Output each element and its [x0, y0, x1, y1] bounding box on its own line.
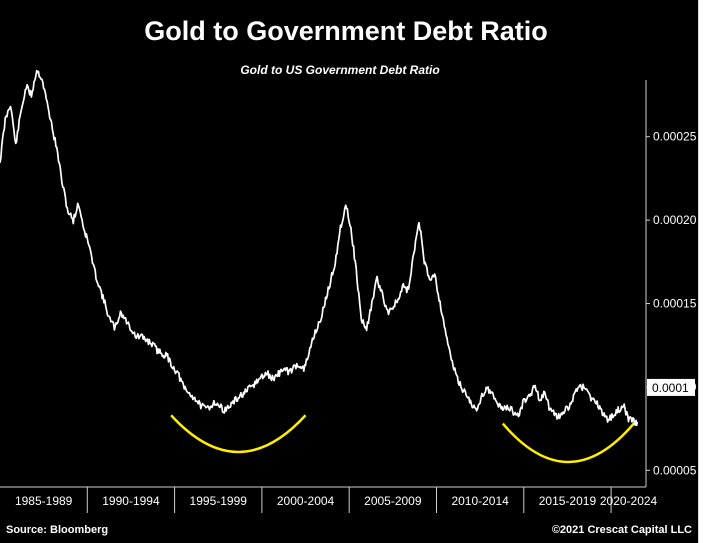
highlight-arc-2 — [501, 422, 635, 464]
x-tick-label: 2005-2009 — [364, 494, 422, 508]
y-tick-label: 0.00020 — [653, 213, 697, 227]
last-value-box — [647, 378, 695, 396]
x-tick-label: 2000-2004 — [277, 494, 335, 508]
chart-title: Gold to Government Debt Ratio — [144, 16, 548, 46]
series-line-1 — [0, 69, 639, 427]
highlight-arc-1 — [170, 414, 307, 454]
last-value-label: 0.0001 — [652, 381, 689, 395]
axes: 0.000050.000100.000150.000200.000250.000… — [0, 80, 697, 513]
y-tick-label: 0.00025 — [653, 130, 697, 144]
x-tick-label: 2015-2019 — [539, 494, 597, 508]
x-tick-label: 2020-2024 — [600, 494, 658, 508]
y-tick-label: 0.00015 — [653, 297, 697, 311]
source-note: Source: Bloomberg — [6, 524, 108, 536]
x-tick-label: 1995-1999 — [190, 494, 248, 508]
x-tick-label: 1985-1989 — [15, 494, 73, 508]
x-tick-label: 2010-2014 — [451, 494, 509, 508]
plot-area — [0, 69, 639, 464]
chart-subtitle: Gold to US Government Debt Ratio — [240, 63, 439, 77]
y-tick-label: 0.00005 — [653, 463, 697, 477]
copyright-note: ©2021 Crescat Capital LLC — [552, 524, 692, 536]
x-tick-label: 1990-1994 — [102, 494, 160, 508]
